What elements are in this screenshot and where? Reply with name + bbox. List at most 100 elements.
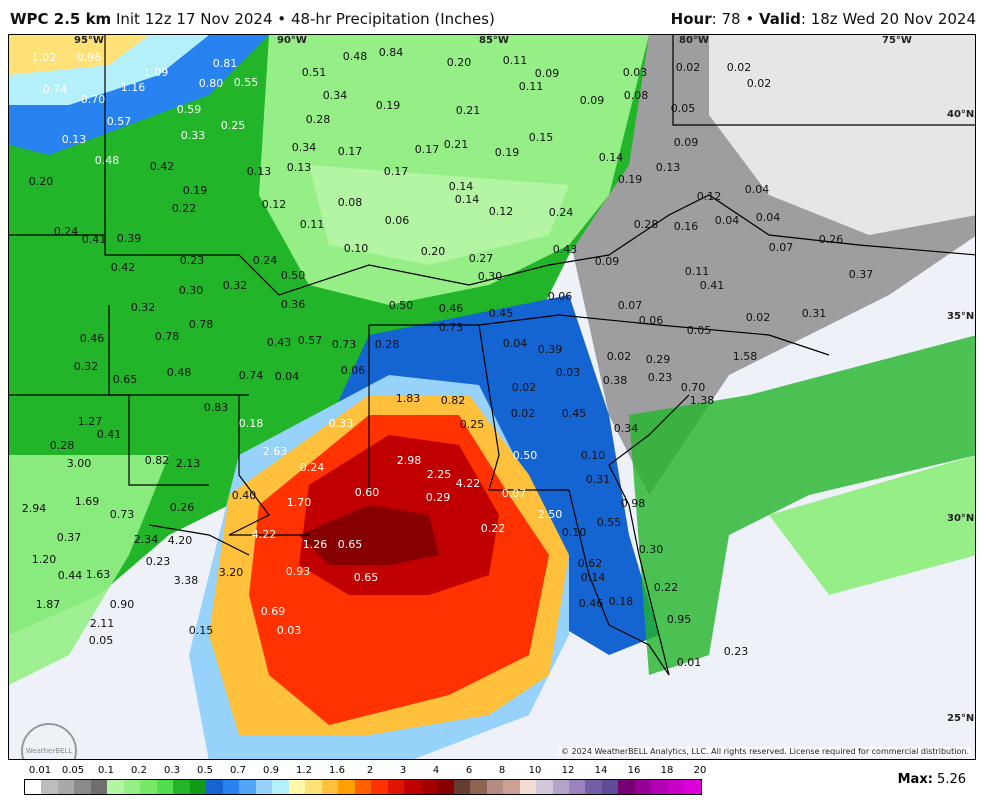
precip-value-label: 0.46 — [438, 302, 464, 315]
precip-value-label: 0.38 — [602, 374, 628, 387]
precip-value-label: 0.09 — [673, 136, 699, 149]
precip-value-label: 0.19 — [494, 146, 520, 159]
legend-swatch — [140, 780, 157, 794]
hour-label: Hour — [670, 10, 712, 28]
precip-value-label: 0.32 — [73, 360, 99, 373]
precip-value-label: 2.63 — [262, 445, 288, 458]
legend-swatch — [156, 780, 174, 794]
precip-value-label: 0.17 — [414, 143, 440, 156]
precip-value-label: 0.22 — [171, 202, 197, 215]
precip-value-label: 0.03 — [622, 66, 648, 79]
precip-value-label: 0.70 — [80, 93, 106, 106]
precip-value-label: 0.24 — [53, 225, 79, 238]
precip-value-label: 0.02 — [745, 311, 771, 324]
precip-value-label: 0.31 — [585, 473, 611, 486]
precip-value-label: 0.96 — [76, 51, 102, 64]
precip-value-label: 0.25 — [459, 418, 485, 431]
color-legend — [24, 779, 702, 795]
precip-value-label: 0.18 — [238, 417, 264, 430]
precip-value-label: 1.69 — [74, 495, 100, 508]
hour-value: 78 — [721, 10, 741, 28]
legend-swatch — [354, 780, 372, 794]
precip-value-label: 0.12 — [696, 190, 722, 203]
legend-swatch — [338, 780, 355, 794]
precip-value-label: 0.06 — [340, 364, 366, 377]
precip-value-label: 0.28 — [305, 113, 331, 126]
legend-labels: 0.01 0.05 0.1 0.2 0.3 0.5 0.7 0.9 1.2 1.6 2 3 4 6 8 10 1… — [24, 765, 707, 779]
precip-value-label: 0.07 — [617, 299, 643, 312]
precip-value-label: 4.20 — [167, 534, 193, 547]
precip-value-label: 0.65 — [353, 571, 379, 584]
init-time: Init 12z 17 Nov 2024 — [115, 10, 273, 28]
lat-label: 40°N — [947, 109, 975, 120]
precip-value-label: 0.02 — [726, 61, 752, 74]
legend-swatch — [387, 780, 405, 794]
precip-value-label: 0.43 — [552, 243, 578, 256]
precip-value-label: 0.21 — [443, 138, 469, 151]
precipitation-map: 95°W 90°W 85°W 80°W 75°W 40°N 35°N 30°N … — [8, 34, 976, 760]
legend-swatch — [519, 780, 537, 794]
precip-value-label: 0.74 — [42, 83, 68, 96]
precip-value-label: 1.63 — [85, 568, 111, 581]
legend-tick-label: 12 — [561, 765, 575, 776]
precip-value-label: 0.33 — [328, 417, 354, 430]
precip-value-label: 1.58 — [732, 350, 758, 363]
precip-value-label: 0.04 — [714, 214, 740, 227]
legend-tick-label: 4 — [432, 765, 440, 776]
precip-value-label: 0.48 — [94, 154, 120, 167]
legend-tick-label: 1.2 — [296, 765, 312, 776]
precip-value-label: 0.39 — [537, 343, 563, 356]
legend-tick-label: 16 — [627, 765, 641, 776]
precip-value-label: 0.81 — [212, 57, 238, 70]
legend-tick-label: 0.01 — [28, 765, 52, 776]
precip-value-label: 0.25 — [220, 119, 246, 132]
precip-value-label: 0.45 — [488, 307, 514, 320]
precip-value-label: 0.21 — [455, 104, 481, 117]
precip-value-label: 3.38 — [173, 574, 199, 587]
legend-tick-label: 3 — [399, 765, 407, 776]
precip-value-label: 0.74 — [238, 369, 264, 382]
lon-label: 85°W — [479, 35, 509, 46]
precip-value-label: 0.12 — [488, 205, 514, 218]
precip-value-label: 0.30 — [477, 270, 503, 283]
precip-value-label: 0.04 — [274, 370, 300, 383]
precip-value-label: 0.80 — [198, 77, 224, 90]
precip-value-label: 0.29 — [645, 353, 671, 366]
legend-swatch — [404, 780, 421, 794]
precip-value-label: 0.24 — [252, 254, 278, 267]
legend-swatch — [585, 780, 602, 794]
precip-value-label: 0.65 — [112, 373, 138, 386]
precip-value-label: 0.17 — [383, 165, 409, 178]
precip-value-label: 0.32 — [222, 279, 248, 292]
precip-value-label: 0.48 — [342, 50, 368, 63]
legend-swatch — [321, 780, 339, 794]
legend-swatch — [239, 780, 256, 794]
precip-value-label: 0.30 — [638, 543, 664, 556]
lon-label: 95°W — [74, 35, 104, 46]
precip-value-label: 0.05 — [88, 634, 114, 647]
legend-swatch — [667, 780, 685, 794]
precip-value-label: 0.37 — [56, 531, 82, 544]
precip-value-label: 0.46 — [578, 597, 604, 610]
valid-info: Hour: 78 • Valid: 18z Wed 20 Nov 2024 — [670, 10, 976, 28]
precip-value-label: 0.08 — [337, 196, 363, 209]
precip-value-label: 0.43 — [266, 336, 292, 349]
legend-swatch — [189, 780, 207, 794]
precip-value-label: 0.08 — [623, 89, 649, 102]
precip-value-label: 0.02 — [511, 381, 537, 394]
legend-swatch — [222, 780, 240, 794]
valid-value: 18z Wed 20 Nov 2024 — [810, 10, 976, 28]
max-label: Max: — [897, 772, 933, 787]
precip-value-label: 1.87 — [35, 598, 61, 611]
legend-swatch — [568, 780, 586, 794]
product-name: 48-hr Precipitation (Inches) — [290, 10, 495, 28]
precip-value-label: 0.31 — [801, 307, 827, 320]
precip-value-label: 0.41 — [699, 279, 725, 292]
precip-value-label: 0.28 — [374, 338, 400, 351]
precip-value-label: 0.14 — [448, 180, 474, 193]
legend-swatch — [123, 780, 141, 794]
precip-value-label: 2.13 — [175, 457, 201, 470]
precip-value-label: 1.16 — [120, 81, 146, 94]
legend-swatch — [503, 780, 520, 794]
precip-value-label: 0.02 — [746, 77, 772, 90]
